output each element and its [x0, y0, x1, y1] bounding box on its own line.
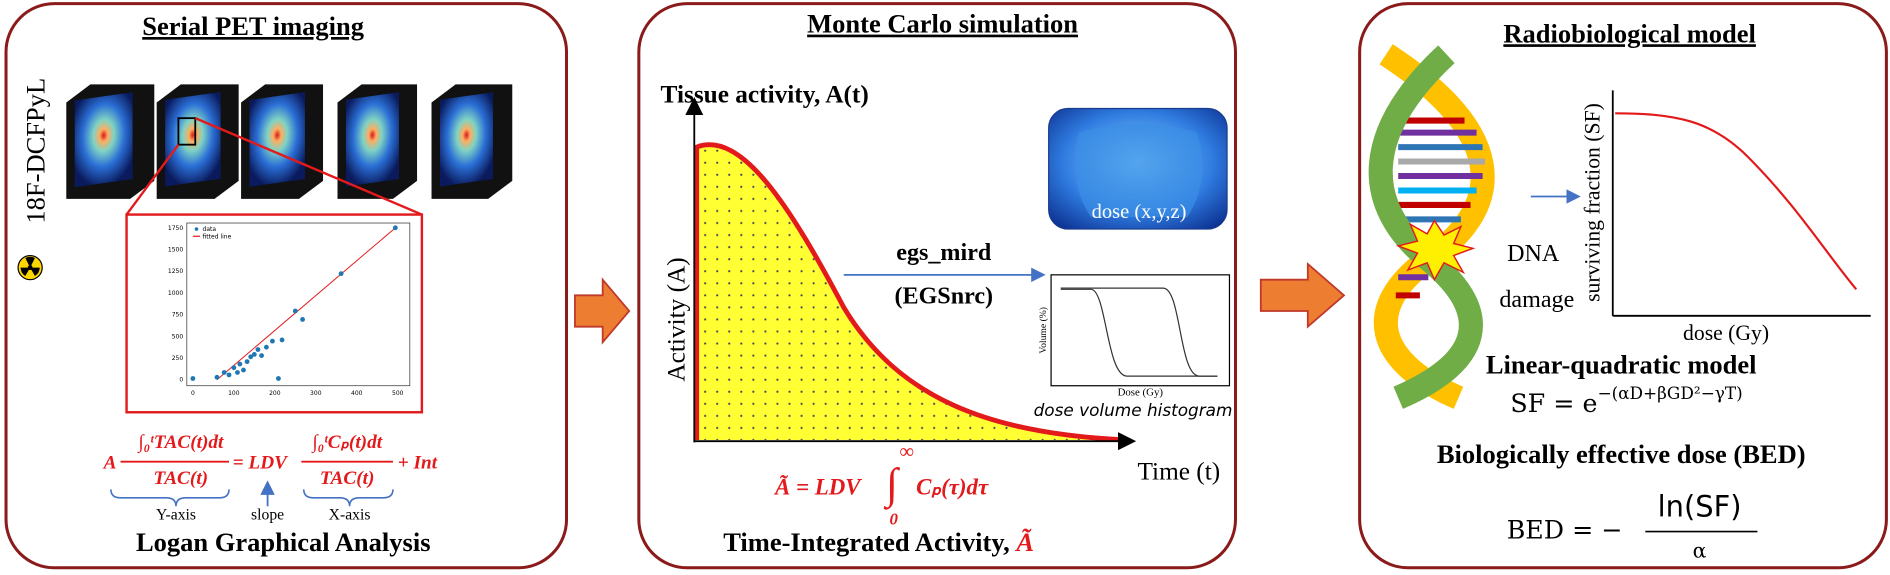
tick-label: 500 [392, 390, 404, 397]
eq-part: Cₚ(τ)dτ [916, 475, 989, 500]
dvh-frame [1050, 274, 1231, 387]
damage-label: DNA [1507, 241, 1560, 267]
eq-part: α [1693, 539, 1707, 563]
eq-part: + Int [398, 453, 438, 474]
eq-part: ∫ [883, 460, 900, 510]
legend-entry: data [203, 226, 217, 233]
eq-part: A [103, 453, 117, 474]
dvh-caption: dose volume histogram [1034, 400, 1233, 420]
eq-part: TAC(t) [320, 468, 375, 489]
flow-arrow [574, 277, 631, 345]
tick-label: 750 [172, 312, 184, 319]
panel-caption: Time-Integrated Activity, Ã [723, 527, 1034, 557]
axis-label: Activity (A) [662, 257, 690, 381]
tia-equation: Ã = LDV ∫ ∞ 0 Cₚ(τ)dτ [773, 441, 989, 529]
tick-label: 100 [228, 390, 240, 397]
axis-label: surviving fraction (SF) [1581, 103, 1605, 302]
caption-text: Time-Integrated Activity, [723, 527, 1010, 557]
eq-part: 0 [890, 510, 899, 529]
dose-map-label: dose (x,y,z) [1092, 201, 1187, 223]
panel-caption: Logan Graphical Analysis [136, 527, 431, 557]
tick-label: 0 [179, 377, 183, 384]
eq-part: Ã = LDV [773, 475, 862, 500]
eq-part: ∞ [899, 441, 914, 463]
brace-label: slope [251, 507, 284, 524]
radiation-icon [17, 254, 43, 281]
eq-part: = LDV [233, 453, 289, 474]
tick-label: 1750 [168, 225, 183, 232]
caption-symbol: Ã [1014, 527, 1034, 557]
bed-title: Biologically effective dose (BED) [1437, 439, 1806, 469]
activity-curve [694, 142, 1128, 443]
flow-arrow [1259, 262, 1346, 329]
tracer-label: 18F-DCFPyL [21, 78, 51, 224]
eq-part: TAC(t) [154, 468, 209, 489]
tick-label: 0 [191, 390, 195, 397]
brace-label: Y-axis [156, 507, 196, 524]
tick-label: 500 [172, 333, 184, 340]
eq-part: ∫₀ᵗCₚ(t)dt [311, 432, 383, 454]
eq-part: ∫₀ᵗTAC(t)dt [137, 432, 224, 454]
axis-label: Dose (Gy) [1118, 386, 1164, 398]
panel-frame [1358, 2, 1888, 570]
tick-label: 300 [310, 390, 322, 397]
eq-part: BED = − [1507, 516, 1623, 545]
activity-area [696, 144, 1128, 440]
model-title: Linear-quadratic model [1486, 350, 1757, 380]
eq-part: ln(SF) [1658, 490, 1742, 524]
panel-title: Monte Carlo simulation [807, 9, 1078, 39]
code-label: (EGSnrc) [894, 283, 993, 309]
axis-title: Tissue activity, A(t) [661, 80, 869, 108]
tick-label: 400 [351, 390, 363, 397]
eq-part: −(αD+βGD²−γT) [1597, 383, 1742, 403]
dvh-curve [1060, 288, 1218, 377]
panel-title: Radiobiological model [1503, 18, 1756, 48]
brace-label: X-axis [329, 507, 371, 524]
tick-label: 200 [269, 390, 281, 397]
lq-equation: SF = e−(αD+βGD²−γT) [1510, 383, 1742, 418]
axis-label: Time (t) [1137, 458, 1220, 486]
dose-map-anatomy [1074, 123, 1203, 217]
legend-entry: fitted line [203, 233, 232, 240]
panel-title: Serial PET imaging [142, 11, 364, 41]
dna-helix [1368, 44, 1495, 409]
sf-curve [1615, 112, 1858, 291]
pet-slices [66, 84, 513, 216]
axis-label: dose (Gy) [1683, 321, 1769, 345]
logan-plot: 0 250 500 750 1000 1250 1500 1750 0 100 … [168, 222, 411, 397]
tick-label: 1000 [168, 290, 183, 297]
eq-part: SF = e [1510, 389, 1597, 418]
axis-label: Volume (%) [1038, 307, 1049, 354]
tick-label: 1500 [168, 247, 183, 254]
logan-equation: A ∫₀ᵗTAC(t)dt TAC(t) = LDV ∫₀ᵗCₚ(t)dt TA… [103, 432, 438, 489]
dvh-curve [1060, 287, 1218, 377]
damage-label: damage [1499, 287, 1574, 313]
tick-label: 1250 [168, 268, 183, 275]
tick-label: 250 [172, 355, 184, 362]
braces [110, 489, 394, 507]
code-label: egs_mird [896, 240, 992, 266]
